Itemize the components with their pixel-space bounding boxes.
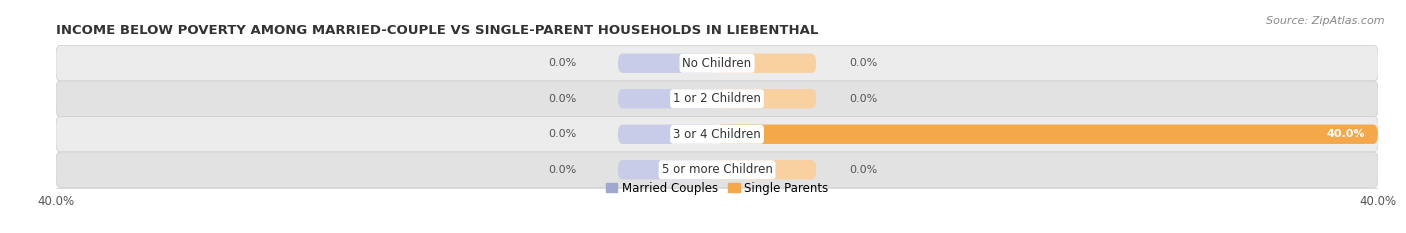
FancyBboxPatch shape [56, 81, 1378, 116]
Text: Source: ZipAtlas.com: Source: ZipAtlas.com [1267, 16, 1385, 26]
FancyBboxPatch shape [717, 54, 815, 73]
Text: 0.0%: 0.0% [849, 165, 877, 175]
Text: 40.0%: 40.0% [1326, 129, 1365, 139]
FancyBboxPatch shape [717, 89, 815, 108]
FancyBboxPatch shape [617, 125, 717, 144]
FancyBboxPatch shape [56, 152, 1378, 188]
FancyBboxPatch shape [56, 45, 1378, 81]
Text: 3 or 4 Children: 3 or 4 Children [673, 128, 761, 141]
Text: No Children: No Children [682, 57, 752, 70]
Text: 0.0%: 0.0% [548, 94, 576, 104]
Text: 5 or more Children: 5 or more Children [662, 163, 772, 176]
FancyBboxPatch shape [56, 116, 1378, 152]
FancyBboxPatch shape [717, 160, 815, 179]
FancyBboxPatch shape [617, 89, 717, 108]
Text: 1 or 2 Children: 1 or 2 Children [673, 92, 761, 105]
Text: INCOME BELOW POVERTY AMONG MARRIED-COUPLE VS SINGLE-PARENT HOUSEHOLDS IN LIEBENT: INCOME BELOW POVERTY AMONG MARRIED-COUPL… [56, 24, 818, 37]
FancyBboxPatch shape [617, 160, 717, 179]
Text: 0.0%: 0.0% [849, 94, 877, 104]
FancyBboxPatch shape [717, 125, 1378, 144]
FancyBboxPatch shape [617, 54, 717, 73]
Text: 0.0%: 0.0% [548, 58, 576, 68]
Legend: Married Couples, Single Parents: Married Couples, Single Parents [603, 179, 831, 197]
Text: 0.0%: 0.0% [548, 129, 576, 139]
Text: 0.0%: 0.0% [849, 58, 877, 68]
Text: 0.0%: 0.0% [548, 165, 576, 175]
